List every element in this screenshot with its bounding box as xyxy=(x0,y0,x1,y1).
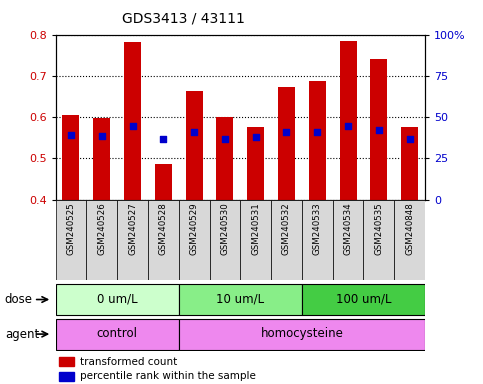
Bar xyxy=(59,357,74,366)
Bar xyxy=(86,200,117,280)
Bar xyxy=(155,164,172,200)
Bar xyxy=(185,91,202,200)
Bar xyxy=(401,127,418,200)
Bar xyxy=(333,200,364,280)
Text: GSM240529: GSM240529 xyxy=(190,202,199,255)
Text: GSM240531: GSM240531 xyxy=(251,202,260,255)
Text: agent: agent xyxy=(5,328,39,341)
Bar xyxy=(117,200,148,280)
Text: GDS3413 / 43111: GDS3413 / 43111 xyxy=(122,12,245,25)
Bar xyxy=(62,115,79,200)
Bar xyxy=(59,372,74,381)
Bar xyxy=(302,284,425,315)
Text: GSM240532: GSM240532 xyxy=(282,202,291,255)
Text: GSM240525: GSM240525 xyxy=(67,202,75,255)
Bar xyxy=(56,319,179,349)
Text: homocysteine: homocysteine xyxy=(260,327,343,340)
Point xyxy=(313,129,321,135)
Point xyxy=(67,132,75,138)
Bar xyxy=(210,200,240,280)
Text: GSM240533: GSM240533 xyxy=(313,202,322,255)
Text: 0 um/L: 0 um/L xyxy=(97,292,138,305)
Bar xyxy=(93,118,110,200)
Text: dose: dose xyxy=(5,293,33,306)
Point xyxy=(159,136,167,142)
Text: control: control xyxy=(97,327,138,340)
Point xyxy=(283,129,290,135)
Bar xyxy=(148,200,179,280)
Text: 10 um/L: 10 um/L xyxy=(216,292,264,305)
Bar xyxy=(394,200,425,280)
Bar xyxy=(247,127,264,200)
Bar xyxy=(56,284,179,315)
Bar xyxy=(56,200,86,280)
Bar xyxy=(179,284,302,315)
Text: GSM240528: GSM240528 xyxy=(159,202,168,255)
Bar xyxy=(124,42,141,200)
Text: GSM240530: GSM240530 xyxy=(220,202,229,255)
Text: GSM240848: GSM240848 xyxy=(405,202,414,255)
Point xyxy=(375,127,383,133)
Point xyxy=(221,136,229,142)
Point xyxy=(344,123,352,129)
Bar xyxy=(302,200,333,280)
Point xyxy=(406,136,413,142)
Text: GSM240534: GSM240534 xyxy=(343,202,353,255)
Text: transformed count: transformed count xyxy=(80,357,177,367)
Bar xyxy=(309,81,326,200)
Text: 100 um/L: 100 um/L xyxy=(336,292,391,305)
Text: GSM240526: GSM240526 xyxy=(97,202,106,255)
Bar xyxy=(340,41,356,200)
Bar xyxy=(278,88,295,200)
Bar xyxy=(364,200,394,280)
Text: GSM240527: GSM240527 xyxy=(128,202,137,255)
Point xyxy=(128,123,136,129)
Bar xyxy=(370,60,387,200)
Point xyxy=(98,132,106,139)
Point xyxy=(252,134,259,140)
Text: GSM240535: GSM240535 xyxy=(374,202,384,255)
Bar xyxy=(240,200,271,280)
Point xyxy=(190,129,198,135)
Text: percentile rank within the sample: percentile rank within the sample xyxy=(80,371,256,381)
Bar xyxy=(179,200,210,280)
Bar xyxy=(179,319,425,349)
Bar xyxy=(216,117,233,200)
Bar xyxy=(271,200,302,280)
